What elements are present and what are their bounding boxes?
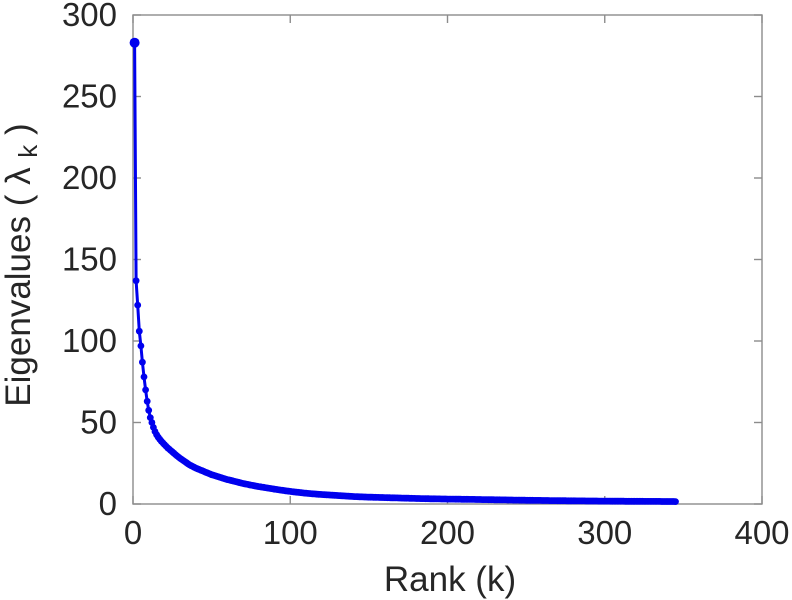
y-tick-label: 150 [62, 241, 117, 278]
data-point-marker [134, 301, 142, 309]
y-tick-label: 100 [62, 322, 117, 359]
y-axis-label-subscript: k [13, 144, 43, 158]
x-tick-label: 400 [734, 514, 789, 551]
y-axis-label-suffix: ) [0, 123, 38, 135]
y-axis-label: Eigenvalues ( λ k ) [0, 123, 45, 406]
axes: 0 100 200 300 400 0 50 100 150 200 250 300 [62, 0, 790, 551]
data-point-marker [140, 373, 148, 381]
data-point-marker [139, 358, 146, 366]
y-tick-label: 250 [62, 78, 117, 115]
y-tick-label: 50 [80, 404, 117, 441]
y-axis-label-main: Eigenvalues ( λ [0, 167, 38, 407]
data-point-marker [135, 327, 143, 335]
data-point-marker [143, 397, 151, 405]
y-tick-label: 200 [62, 159, 117, 196]
x-axis-label: Rank (k) [384, 560, 516, 599]
eigenvalue-curve [133, 41, 677, 504]
data-point-marker [129, 37, 140, 48]
data-point-marker [137, 342, 145, 350]
x-tick-label: 100 [263, 514, 318, 551]
y-tick-label: 0 [99, 485, 117, 522]
x-tick-label: 300 [577, 514, 632, 551]
data-point-marker [142, 386, 150, 394]
data-point-marker [132, 277, 140, 285]
plot-border [132, 14, 763, 505]
data-series-layer [129, 37, 679, 505]
data-point-marker [145, 406, 153, 414]
x-tick-label: 200 [420, 514, 475, 551]
y-tick-label: 300 [62, 0, 117, 33]
x-tick-label: 0 [124, 514, 142, 551]
data-point-marker [672, 498, 679, 505]
